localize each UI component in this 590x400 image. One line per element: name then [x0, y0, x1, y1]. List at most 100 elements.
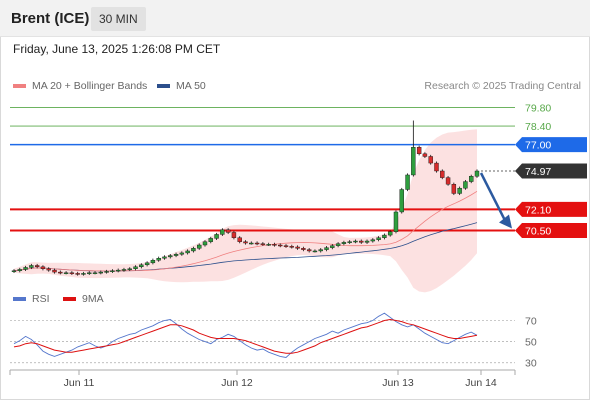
- candle-body-38: [231, 232, 237, 238]
- candle-body-2: [23, 267, 28, 270]
- forecast-arrow: [479, 172, 507, 222]
- candle-body-60: [359, 240, 364, 243]
- candle-body-20: [127, 268, 132, 270]
- candle-body-70: [416, 147, 422, 155]
- candle-body-53: [318, 249, 323, 252]
- level-tag-3: [515, 201, 587, 217]
- candle-body-78: [463, 181, 468, 189]
- candle-body-33: [202, 241, 208, 246]
- candle-body-23: [144, 262, 150, 266]
- legend-rsi: RSI: [13, 293, 50, 305]
- legend-label-ma20: MA 20 + Bollinger Bands: [32, 80, 148, 92]
- candle-body-18: [115, 269, 121, 272]
- legend-swatch-ma20: [13, 84, 26, 88]
- timeframe-button[interactable]: 30 MIN: [91, 7, 146, 31]
- level-label-2: 77.00: [525, 140, 551, 152]
- candle-body-19: [121, 269, 127, 271]
- candle-body-22: [139, 264, 144, 268]
- candle-body-4: [34, 265, 40, 268]
- candle-body-71: [422, 153, 428, 157]
- candle-body-42: [254, 242, 260, 245]
- rsi-9ma-line: [13, 318, 478, 354]
- ma20-line: [13, 190, 478, 272]
- legend-label-rsi: RSI: [32, 293, 50, 305]
- candle-body-65: [387, 231, 393, 236]
- forecast-arrow-head: [499, 214, 512, 229]
- legend-swatch-ma50: [157, 84, 170, 88]
- candle-body-67: [399, 189, 404, 213]
- legend-label-9ma: 9MA: [82, 293, 104, 305]
- legend-swatch-rsi: [13, 297, 26, 301]
- candle-body-75: [445, 177, 451, 185]
- candle-body-21: [133, 266, 138, 269]
- candle-body-56: [335, 243, 341, 246]
- current-price-tag: [515, 163, 587, 179]
- instrument-title: Brent (ICE): [11, 10, 90, 27]
- timestamp: Friday, June 13, 2025 1:26:08 PM CET: [13, 42, 221, 56]
- candle-body-66: [393, 211, 399, 232]
- candle-body-14: [92, 272, 98, 274]
- candle-body-32: [196, 244, 202, 249]
- rsi-tick-2: 30: [525, 358, 537, 370]
- candle-body-69: [411, 147, 416, 176]
- candle-body-6: [46, 268, 51, 271]
- candle-body-62: [370, 239, 376, 242]
- level-tag-2: [515, 137, 587, 153]
- candle-body-31: [191, 248, 196, 252]
- current-price-label: 74.97: [525, 166, 551, 178]
- candle-body-35: [214, 234, 219, 239]
- candle-body-45: [272, 244, 277, 246]
- x-tick-label-3: Jun 14: [465, 377, 497, 389]
- candle-body-3: [29, 265, 34, 268]
- candle-body-79: [469, 176, 474, 182]
- candle-body-7: [52, 269, 57, 273]
- candle-body-24: [150, 259, 156, 264]
- candle-body-39: [237, 237, 242, 242]
- candle-body-77: [457, 187, 462, 194]
- candle-body-59: [353, 240, 358, 243]
- candle-body-64: [382, 234, 387, 238]
- credit-text: Research © 2025 Trading Central: [424, 80, 581, 92]
- candle-body-16: [104, 271, 109, 273]
- level-label-1: 78.40: [525, 121, 551, 133]
- candle-body-61: [364, 240, 370, 243]
- candle-body-49: [295, 246, 300, 249]
- candle-body-5: [40, 266, 46, 269]
- candle-body-50: [301, 248, 306, 250]
- candle-body-25: [156, 258, 161, 261]
- candle-body-73: [434, 162, 439, 172]
- candle-body-43: [260, 243, 266, 245]
- candle-body-10: [69, 272, 75, 274]
- legend-ma50: MA 50: [157, 80, 206, 92]
- candle-body-27: [168, 255, 173, 258]
- candle-body-44: [266, 244, 271, 246]
- x-tick-label-0: Jun 11: [64, 377, 95, 389]
- legend-9ma: 9MA: [63, 293, 104, 305]
- candle-body-26: [162, 256, 167, 259]
- candle-body-80: [474, 170, 480, 177]
- legend-label-ma50: MA 50: [176, 80, 206, 92]
- candle-body-51: [306, 249, 312, 252]
- rsi-tick-1: 50: [525, 337, 537, 349]
- rsi-tick-0: 70: [525, 316, 537, 328]
- candle-body-74: [440, 170, 445, 178]
- candle-body-1: [17, 269, 22, 271]
- candle-body-29: [179, 252, 185, 255]
- candle-body-8: [58, 271, 63, 274]
- candle-body-72: [428, 156, 433, 164]
- candle-body-76: [451, 184, 457, 194]
- candle-body-40: [243, 241, 248, 244]
- candle-body-34: [208, 238, 213, 242]
- candle-body-46: [278, 244, 283, 247]
- x-tick-label-1: Jun 12: [221, 377, 253, 389]
- candle-body-17: [110, 270, 115, 272]
- candle-body-55: [330, 245, 335, 248]
- chart-header: Brent (ICE) 30 MIN: [0, 0, 590, 37]
- candle-body-63: [376, 237, 381, 240]
- candle-body-36: [220, 229, 225, 235]
- candle-body-15: [98, 271, 104, 274]
- candle-body-52: [312, 250, 318, 253]
- candle-body-12: [81, 273, 86, 275]
- bollinger-band: [14, 129, 477, 293]
